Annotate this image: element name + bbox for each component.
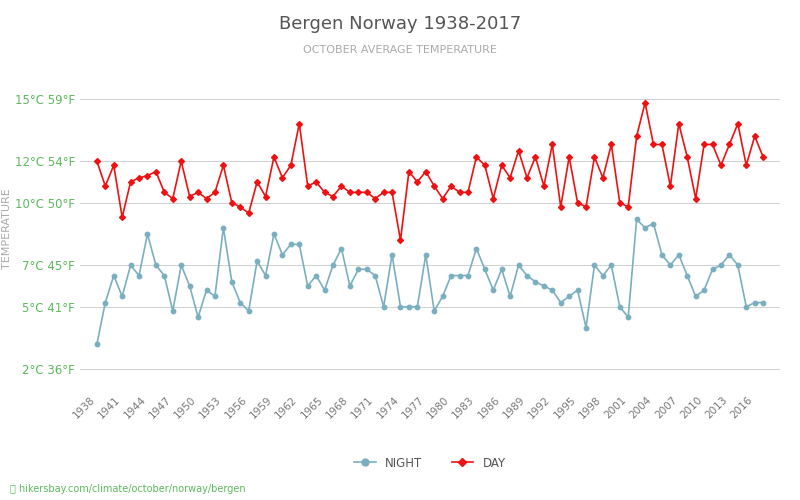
NIGHT xyxy=(547,287,557,293)
NIGHT xyxy=(387,252,397,258)
Text: Bergen Norway 1938-2017: Bergen Norway 1938-2017 xyxy=(279,15,521,33)
DAY xyxy=(699,142,709,148)
Line: DAY: DAY xyxy=(94,101,766,242)
DAY xyxy=(530,154,540,160)
DAY xyxy=(640,100,650,106)
DAY xyxy=(758,154,768,160)
NIGHT xyxy=(758,300,768,306)
Y-axis label: TEMPERATURE: TEMPERATURE xyxy=(2,188,11,269)
Legend: NIGHT, DAY: NIGHT, DAY xyxy=(350,452,510,474)
DAY xyxy=(92,158,102,164)
NIGHT xyxy=(92,341,102,347)
DAY xyxy=(497,162,506,168)
DAY xyxy=(556,204,566,210)
NIGHT xyxy=(632,216,642,222)
DAY xyxy=(396,237,406,243)
Text: ⭘ hikersbay.com/climate/october/norway/bergen: ⭘ hikersbay.com/climate/october/norway/b… xyxy=(10,484,246,494)
NIGHT xyxy=(489,287,498,293)
NIGHT xyxy=(497,266,506,272)
NIGHT xyxy=(691,294,701,300)
Text: OCTOBER AVERAGE TEMPERATURE: OCTOBER AVERAGE TEMPERATURE xyxy=(303,45,497,55)
DAY xyxy=(506,175,515,181)
NIGHT xyxy=(522,272,532,278)
Line: NIGHT: NIGHT xyxy=(94,217,766,346)
DAY xyxy=(387,190,397,196)
